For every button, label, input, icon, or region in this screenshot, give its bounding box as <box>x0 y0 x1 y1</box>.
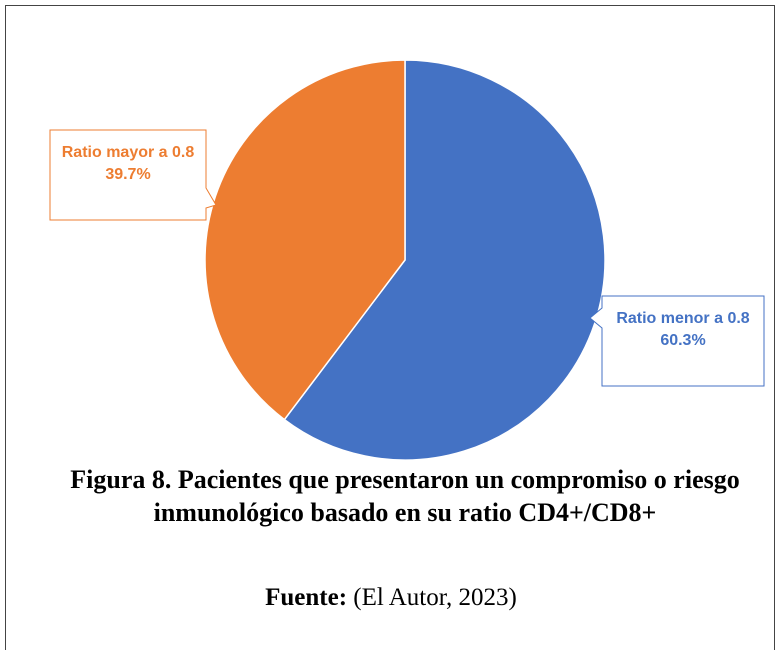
callout-box <box>49 129 217 221</box>
source-label: Fuente: <box>265 584 348 611</box>
pie-slice <box>204 59 406 421</box>
data-label-category: Ratio menor a 0.8 <box>616 310 750 327</box>
pie-slice <box>283 59 606 461</box>
chart-title: Figura 8. Pacientes que presentaron un c… <box>70 465 740 527</box>
source: Fuente: (El Autor, 2023) <box>0 584 782 612</box>
data-label-value: 60.3% <box>660 332 706 349</box>
source-text: (El Autor, 2023) <box>353 584 517 611</box>
data-label-value: 39.7% <box>105 166 151 183</box>
data-label: Ratio mayor a 0.8 39.7% <box>58 142 198 186</box>
callout-box <box>589 295 765 387</box>
data-label: Ratio menor a 0.8 60.3% <box>613 308 753 352</box>
data-label-category: Ratio mayor a 0.8 <box>61 144 195 161</box>
frame <box>5 5 775 650</box>
